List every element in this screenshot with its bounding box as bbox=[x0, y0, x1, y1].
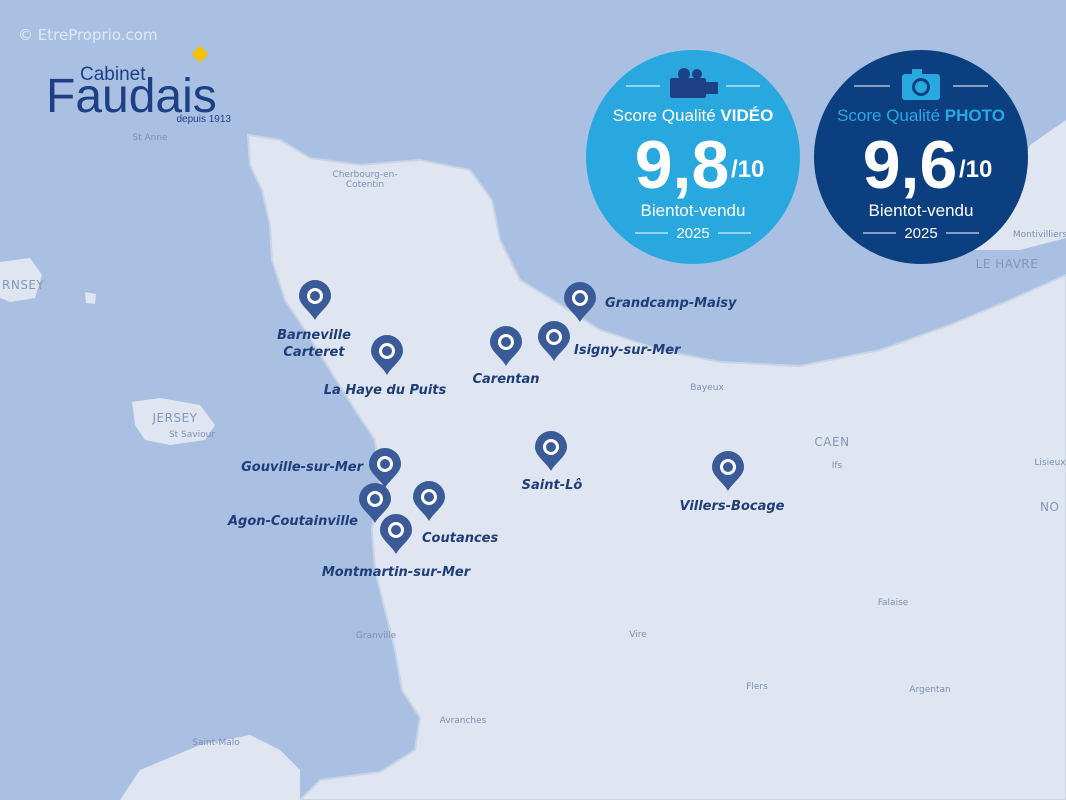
marker: Agon-Coutainville bbox=[227, 483, 391, 529]
marker-label: Carteret bbox=[283, 345, 345, 360]
marker-label: Agon-Coutainville bbox=[227, 514, 358, 529]
mainland bbox=[246, 133, 1066, 800]
place-name: Cotentin bbox=[346, 180, 384, 190]
place-name: Montivilliers bbox=[1013, 230, 1066, 240]
pin-core bbox=[391, 525, 401, 535]
marker: Montmartin-sur-Mer bbox=[322, 514, 472, 580]
pin-core bbox=[549, 332, 559, 342]
badge-label: Score Qualité VIDÉO bbox=[613, 106, 774, 125]
place-name: Avranches bbox=[440, 716, 487, 726]
sark bbox=[85, 292, 96, 304]
place-name: St Anne bbox=[132, 133, 168, 143]
place-names: St Anne Cherbourg-en-Cotentin JERSEY St Sav… bbox=[2, 133, 1066, 748]
pin-core bbox=[310, 291, 320, 301]
place-name: Vire bbox=[629, 630, 647, 640]
place-name: Bayeux bbox=[690, 383, 724, 393]
marker: Barneville Carteret bbox=[277, 280, 351, 360]
source: Bientot-vendu bbox=[641, 201, 746, 220]
marker-label: Montmartin-sur-Mer bbox=[322, 565, 472, 580]
badge-circle bbox=[586, 50, 800, 264]
marker-label: Gouville-sur-Mer bbox=[241, 460, 364, 475]
marker-label: La Haye du Puits bbox=[324, 383, 447, 398]
place-name: Flers bbox=[746, 682, 768, 692]
score: 9,6 bbox=[863, 127, 958, 203]
marker: Grandcamp-Maisy bbox=[564, 282, 737, 322]
logo: Cabinet Faudais depuis 1913 bbox=[46, 45, 232, 125]
place-name: Argentan bbox=[909, 685, 950, 695]
badge: Score Qualité PHOTO 9,6 /10 Bientot-vend… bbox=[814, 50, 1028, 264]
marker: Carentan bbox=[472, 326, 540, 387]
year: 2025 bbox=[904, 225, 937, 242]
place-name: NO bbox=[1040, 500, 1059, 514]
year: 2025 bbox=[676, 225, 709, 242]
pin-core bbox=[424, 492, 434, 502]
marker-label: Coutances bbox=[422, 531, 498, 546]
badge: Score Qualité VIDÉO 9,8 /10 Bientot-vend… bbox=[586, 50, 800, 264]
brittany-coast bbox=[120, 735, 300, 800]
marker-label: Villers-Bocage bbox=[679, 499, 784, 514]
marker: Coutances bbox=[413, 481, 498, 546]
marker-label: Barneville bbox=[277, 328, 351, 343]
score: 9,8 bbox=[635, 127, 730, 203]
logo-line2: Faudais bbox=[46, 70, 217, 123]
logo-line1: Cabinet bbox=[80, 64, 146, 85]
marker: Villers-Bocage bbox=[679, 451, 785, 514]
place-name: Ifs bbox=[832, 461, 843, 471]
badge-label: Score Qualité PHOTO bbox=[837, 106, 1005, 125]
badge-circle bbox=[814, 50, 1028, 264]
watermark: © EtreProprio.com bbox=[18, 26, 158, 44]
place-name: Falaise bbox=[878, 598, 909, 608]
guernsey bbox=[0, 258, 42, 302]
marker-label: Grandcamp-Maisy bbox=[605, 296, 737, 311]
marker-label: Saint-Lô bbox=[522, 478, 583, 493]
pin-core bbox=[370, 494, 380, 504]
place-name: Granville bbox=[356, 631, 397, 641]
photo-icon bbox=[902, 69, 940, 100]
marker-label: Isigny-sur-Mer bbox=[574, 343, 682, 358]
pin-core bbox=[380, 459, 390, 469]
marker: Saint-Lô bbox=[522, 431, 583, 493]
logo-tagline: depuis 1913 bbox=[177, 114, 232, 125]
marker-label: Carentan bbox=[472, 372, 539, 387]
place-name: CAEN bbox=[814, 435, 849, 449]
pin-core bbox=[575, 293, 585, 303]
jersey bbox=[132, 398, 215, 445]
pin-core bbox=[546, 442, 556, 452]
place-name: Lisieux bbox=[1034, 458, 1066, 468]
place-name: St Saviour bbox=[169, 430, 215, 440]
scale: /10 bbox=[731, 156, 764, 183]
place-name: JERSEY bbox=[152, 411, 198, 425]
place-name: Saint-Malo bbox=[192, 738, 240, 748]
label: Score Qualité bbox=[613, 106, 716, 125]
marker: Isigny-sur-Mer bbox=[538, 321, 682, 361]
place-name: RNSEY bbox=[2, 278, 45, 292]
place-name: LE HAVRE bbox=[976, 257, 1039, 271]
label: Score Qualité bbox=[837, 106, 940, 125]
pin-core bbox=[382, 346, 392, 356]
scale: /10 bbox=[959, 156, 992, 183]
marker: Gouville-sur-Mer bbox=[241, 448, 401, 488]
source: Bientot-vendu bbox=[869, 201, 974, 220]
markers: Grandcamp-Maisy Barneville Carteret La Haye… bbox=[227, 280, 785, 580]
highlight: VIDÉO bbox=[720, 106, 773, 125]
highlight: PHOTO bbox=[945, 106, 1005, 125]
pin-core bbox=[501, 337, 511, 347]
place-name: Cherbourg-en- bbox=[332, 170, 397, 180]
pin-core bbox=[723, 462, 733, 472]
video-icon bbox=[670, 68, 718, 98]
marker: La Haye du Puits bbox=[324, 335, 447, 398]
